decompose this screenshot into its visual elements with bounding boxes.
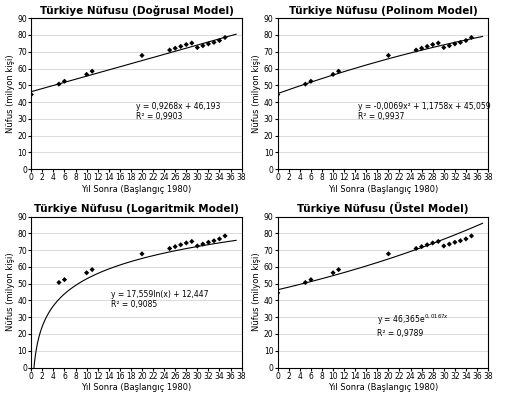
Point	[193, 243, 201, 249]
Title: Türkiye Nüfusu (Logaritmik Model): Türkiye Nüfusu (Logaritmik Model)	[34, 205, 239, 215]
Point	[210, 238, 218, 244]
Point	[204, 41, 212, 47]
Point	[55, 279, 63, 286]
Point	[188, 40, 196, 46]
Point	[177, 43, 185, 50]
Point	[193, 44, 201, 51]
Text: y = 0,9268x + 46,193
R² = 0,9903: y = 0,9268x + 46,193 R² = 0,9903	[136, 102, 221, 121]
Point	[171, 45, 179, 51]
Point	[177, 242, 185, 248]
Point	[335, 266, 343, 273]
Y-axis label: Nüfus (milyon kişi): Nüfus (milyon kişi)	[252, 55, 261, 133]
Point	[199, 43, 207, 49]
Point	[456, 238, 465, 244]
Point	[138, 52, 146, 59]
Point	[412, 245, 420, 252]
Point	[88, 68, 96, 74]
Point	[273, 290, 282, 296]
Point	[451, 239, 459, 246]
Point	[462, 236, 470, 242]
Point	[434, 238, 443, 245]
Point	[182, 41, 190, 48]
Point	[467, 34, 475, 41]
Point	[456, 39, 465, 45]
Point	[384, 52, 393, 59]
Point	[423, 242, 431, 248]
Point	[83, 71, 91, 78]
Point	[188, 238, 196, 245]
Point	[210, 39, 218, 45]
Point	[307, 78, 315, 84]
Point	[467, 233, 475, 239]
X-axis label: Yıl Sonra (Başlangıç 1980): Yıl Sonra (Başlangıç 1980)	[81, 185, 192, 194]
Title: Türkiye Nüfusu (Polinom Model): Türkiye Nüfusu (Polinom Model)	[288, 6, 478, 16]
Point	[215, 236, 224, 242]
Point	[221, 233, 229, 239]
Y-axis label: Nüfus (milyon kişi): Nüfus (milyon kişi)	[6, 253, 14, 332]
X-axis label: Yıl Sonra (Başlangıç 1980): Yıl Sonra (Başlangıç 1980)	[328, 383, 438, 392]
Point	[138, 251, 146, 257]
Point	[301, 279, 309, 286]
Point	[60, 277, 68, 283]
Point	[221, 34, 229, 41]
Point	[329, 269, 337, 276]
Point	[301, 81, 309, 87]
Point	[412, 47, 420, 53]
Text: y = 46,365e$^{0,0167x}$
R² = 0,9789: y = 46,365e$^{0,0167x}$ R² = 0,9789	[377, 313, 449, 338]
Point	[417, 45, 426, 51]
Point	[55, 81, 63, 87]
Y-axis label: Nüfus (milyon kişi): Nüfus (milyon kişi)	[6, 55, 14, 133]
Point	[384, 251, 393, 257]
Point	[451, 41, 459, 47]
Point	[204, 239, 212, 246]
Title: Türkiye Nüfusu (Doğrusal Model): Türkiye Nüfusu (Doğrusal Model)	[40, 6, 233, 16]
Point	[417, 244, 426, 250]
Point	[429, 41, 437, 48]
Point	[445, 241, 453, 247]
Point	[434, 40, 443, 46]
Text: y = 17,559ln(x) + 12,447
R² = 0,9085: y = 17,559ln(x) + 12,447 R² = 0,9085	[111, 290, 209, 309]
Point	[182, 240, 190, 246]
Point	[423, 43, 431, 50]
Point	[166, 245, 174, 252]
Point	[166, 47, 174, 53]
Text: y = -0,0069x² + 1,1758x + 45,059
R² = 0,9937: y = -0,0069x² + 1,1758x + 45,059 R² = 0,…	[358, 102, 490, 121]
Point	[329, 71, 337, 78]
Point	[215, 37, 224, 44]
Point	[83, 269, 91, 276]
Point	[335, 68, 343, 74]
Point	[273, 91, 282, 98]
Point	[439, 44, 448, 51]
Point	[307, 277, 315, 283]
X-axis label: Yıl Sonra (Başlangıç 1980): Yıl Sonra (Başlangıç 1980)	[81, 383, 192, 392]
Point	[171, 244, 179, 250]
Point	[27, 91, 35, 98]
Point	[60, 78, 68, 84]
Point	[429, 240, 437, 246]
Point	[462, 37, 470, 44]
Point	[439, 243, 448, 249]
X-axis label: Yıl Sonra (Başlangıç 1980): Yıl Sonra (Başlangıç 1980)	[328, 185, 438, 194]
Point	[199, 241, 207, 247]
Point	[445, 43, 453, 49]
Y-axis label: Nüfus (milyon kişi): Nüfus (milyon kişi)	[252, 253, 261, 332]
Point	[88, 266, 96, 273]
Title: Türkiye Nüfusu (Üstel Model): Türkiye Nüfusu (Üstel Model)	[297, 202, 469, 215]
